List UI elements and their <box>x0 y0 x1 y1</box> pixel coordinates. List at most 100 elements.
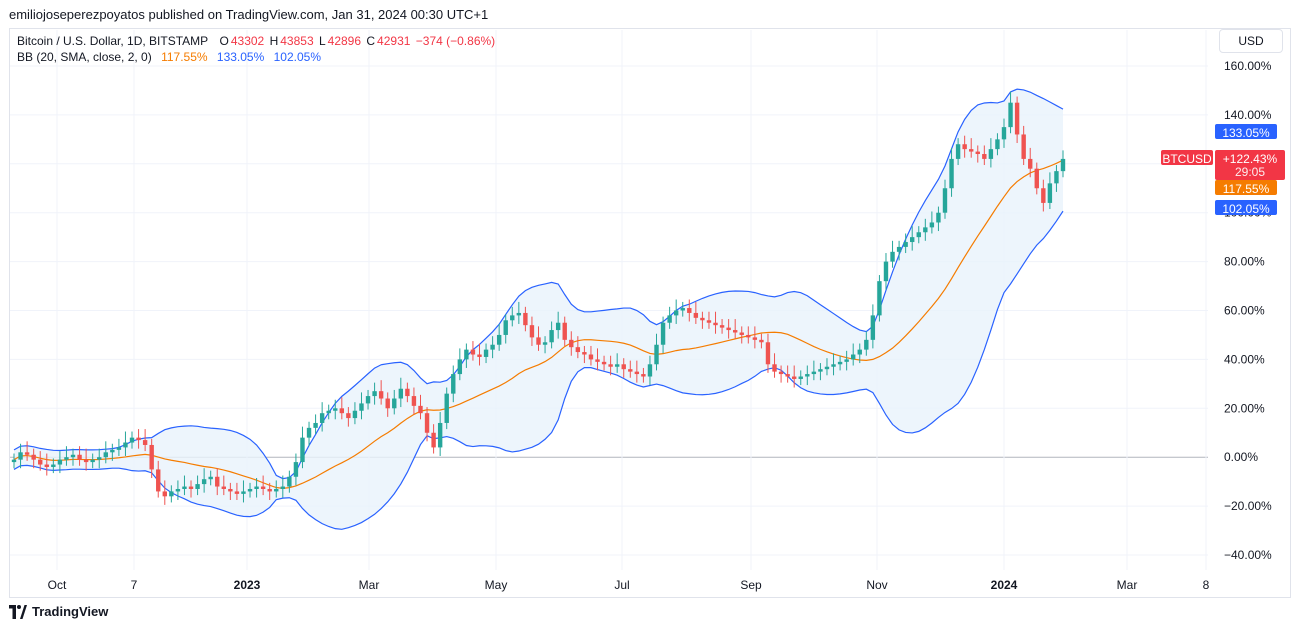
candle <box>542 336 548 354</box>
chart-frame <box>9 28 1291 598</box>
candle-body <box>778 371 784 375</box>
tradingview-logo-icon <box>9 604 27 619</box>
y-tick-label: −40.00% <box>1224 548 1272 562</box>
candle <box>837 355 843 371</box>
candle <box>988 138 994 168</box>
candle-body <box>18 452 23 460</box>
candle-body <box>851 354 856 360</box>
candle-body <box>175 488 181 492</box>
candle <box>31 448 36 469</box>
candle <box>746 326 751 344</box>
candle-body <box>673 310 679 316</box>
candle-body <box>1014 102 1020 135</box>
candle <box>562 316 567 346</box>
candle <box>444 387 449 430</box>
low-label: L <box>318 34 326 48</box>
candle <box>503 314 508 344</box>
candle <box>896 240 902 261</box>
candle-body <box>910 237 915 243</box>
candle <box>883 253 889 290</box>
candle <box>228 482 233 500</box>
candle <box>877 275 882 322</box>
candle-body <box>916 232 921 238</box>
candle-body <box>142 440 148 445</box>
candle-body <box>365 396 371 404</box>
candle-body <box>614 364 620 367</box>
open-label: O <box>219 34 229 48</box>
candle-body <box>785 374 790 377</box>
candle <box>975 145 980 163</box>
candle-body <box>333 408 338 411</box>
candle-body <box>706 320 712 323</box>
bb-legend: BB (20, SMA, close, 2, 0) 117.55% 133.05… <box>17 50 323 64</box>
candle <box>103 441 108 464</box>
candle <box>634 360 640 383</box>
bb-upper-tag: 133.05% <box>1215 124 1277 140</box>
candle-body <box>693 312 699 318</box>
candle-body <box>24 452 30 455</box>
candle-body <box>1054 171 1059 184</box>
candle <box>411 387 417 415</box>
x-tick-label: 8 <box>1203 578 1210 592</box>
symbol-title: Bitcoin / U.S. Dollar, 1D, BITSTAMP <box>17 34 209 48</box>
candle-body <box>962 144 967 150</box>
candle-body <box>77 454 82 460</box>
candle <box>955 138 961 166</box>
candle-body <box>457 359 463 375</box>
candle-body <box>660 322 666 345</box>
candle-body <box>418 405 423 414</box>
candle-body <box>818 369 823 372</box>
candle-body <box>890 251 895 262</box>
candle <box>962 135 967 158</box>
bb-basis-tag-text: 117.55% <box>1223 182 1270 196</box>
candle-body <box>188 486 194 489</box>
candle-body <box>116 447 122 450</box>
x-tick-label: 7 <box>131 578 138 592</box>
candle-body <box>798 376 803 379</box>
candle-body <box>234 491 240 494</box>
candle <box>260 475 266 496</box>
candle <box>595 348 600 371</box>
currency-button[interactable]: USD <box>1219 29 1283 53</box>
candle-body <box>385 398 390 409</box>
candle-body <box>444 393 449 423</box>
x-tick-label: 2023 <box>234 578 261 592</box>
candle <box>1060 150 1066 178</box>
candle-body <box>136 437 141 441</box>
candle <box>1021 125 1026 166</box>
y-tick-label: 20.00% <box>1224 401 1265 415</box>
candle <box>693 301 699 324</box>
candle <box>365 389 371 410</box>
candle <box>398 377 404 408</box>
candle <box>490 336 495 359</box>
candle-body <box>857 349 862 355</box>
candle <box>241 480 246 503</box>
candle-body <box>306 427 312 438</box>
candle <box>529 316 535 346</box>
candle <box>215 468 220 496</box>
x-tick-label: Mar <box>359 578 380 592</box>
candle-body <box>378 391 384 399</box>
candle-body <box>752 337 758 340</box>
candle-body <box>608 364 613 367</box>
candle <box>752 326 758 349</box>
bb-upper-value: 133.05% <box>216 50 265 64</box>
candle <box>910 226 915 251</box>
candle-body <box>149 444 154 470</box>
candle-body <box>975 151 980 155</box>
last-price-tag-countdown: 29:05 <box>1235 165 1265 179</box>
publish-info: emiliojoseperezpoyatos published on Trad… <box>9 7 489 22</box>
candle <box>64 446 69 466</box>
candle <box>169 485 174 503</box>
candle <box>680 301 685 317</box>
candle <box>306 421 312 447</box>
candle-body <box>510 315 515 321</box>
y-tick-label: 0.00% <box>1224 450 1258 464</box>
candle-body <box>496 334 502 345</box>
candle <box>247 482 253 498</box>
candle <box>588 345 594 366</box>
candle-body <box>765 342 771 365</box>
candle <box>660 316 666 354</box>
candle-body <box>595 359 600 362</box>
